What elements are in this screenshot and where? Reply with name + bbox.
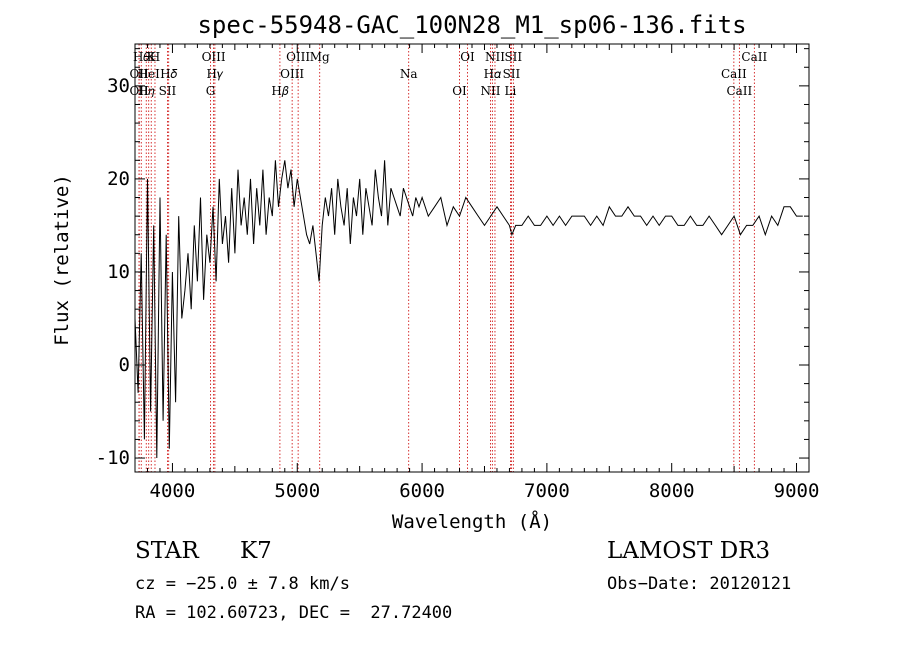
y-tick-label: 0 (119, 354, 130, 376)
line-label: HeI (138, 67, 161, 81)
line-label: NII (485, 50, 505, 64)
line-label: OIII (286, 50, 310, 64)
line-label: H𝛽 (271, 84, 288, 98)
y-tick-label: 30 (107, 75, 130, 97)
line-label: OIII (280, 67, 304, 81)
line-label: OI (460, 50, 475, 64)
ra-dec: RA = 102.60723, DEC = 27.72400 (135, 603, 453, 623)
object-class: STAR (135, 538, 199, 564)
y-tick-label: -10 (96, 447, 130, 469)
redshift-cz: cz = −25.0 ± 7.8 km/s (135, 574, 350, 594)
line-label: H𝜂 (138, 84, 155, 98)
object-subclass: K7 (240, 538, 272, 564)
spectrum-line (134, 160, 803, 459)
observation-date: Obs−Date: 20120121 (607, 574, 792, 594)
line-label: OIII (202, 50, 226, 64)
x-tick-label: 7000 (524, 480, 570, 502)
y-axis-label: Flux (relative) (51, 174, 73, 346)
y-tick-label: 10 (107, 261, 130, 283)
x-axis: 4000 5000 6000 7000 8000 9000 (134, 44, 820, 502)
line-label: H𝛼 (484, 67, 501, 81)
line-label: H𝛿 (160, 67, 177, 81)
line-label: Li (505, 84, 517, 98)
plot-frame (134, 43, 810, 473)
line-label: H𝜃 (133, 50, 150, 64)
line-label: OII (129, 84, 149, 98)
line-label: Na (400, 67, 418, 81)
line-labels: H𝜃 OII OII K HeI H𝜂 HH𝛿 SII OIII H𝛾 G OIII OIII H𝛽 Mg N… (129, 50, 767, 98)
line-label: Mg (310, 50, 330, 64)
y-tick-label: 20 (107, 168, 130, 190)
x-tick-label: 5000 (274, 480, 320, 502)
line-label: SII (159, 84, 177, 98)
x-tick-label: 8000 (649, 480, 695, 502)
line-label: SII (503, 67, 521, 81)
x-tick-label: 4000 (150, 480, 196, 502)
x-tick-label: 9000 (774, 480, 820, 502)
line-markers (138, 44, 755, 472)
line-label: H𝛾 (207, 67, 224, 81)
survey-name: LAMOST DR3 (607, 538, 771, 564)
line-label: CaII (726, 84, 752, 98)
line-label: CaII (721, 67, 747, 81)
x-tick-label: 6000 (399, 480, 445, 502)
line-label: H (150, 50, 160, 64)
line-label: NII (480, 84, 500, 98)
line-label: CaII (741, 50, 767, 64)
x-axis-label: Wavelength (Å) (392, 510, 552, 533)
line-label: SII (504, 50, 522, 64)
line-label: G (206, 84, 216, 98)
line-label: OI (452, 84, 467, 98)
line-label: K (147, 50, 157, 64)
y-axis: -10 0 10 20 30 (96, 48, 809, 469)
chart-title: spec-55948-GAC_100N28_M1_sp06-136.fits (197, 11, 746, 39)
line-label: OII (129, 67, 149, 81)
